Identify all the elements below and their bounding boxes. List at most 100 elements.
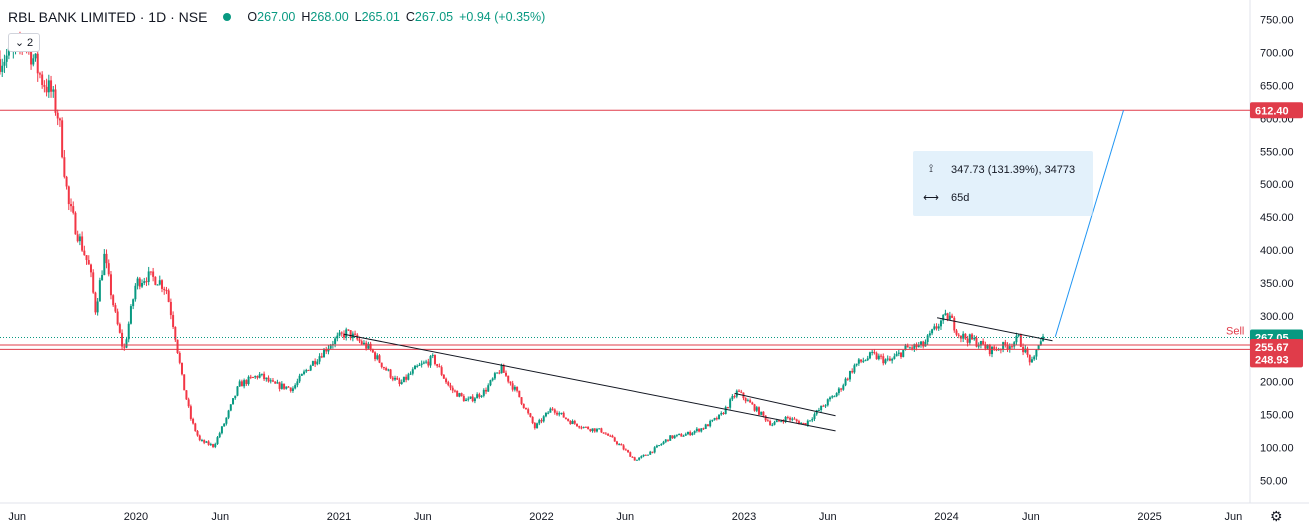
candle-body: [860, 359, 863, 362]
symbol-title[interactable]: RBL BANK LIMITED · 1D · NSE: [8, 9, 208, 25]
candle-body: [232, 398, 235, 405]
candle-body: [161, 280, 164, 289]
candle-body: [536, 423, 539, 429]
chevron-down-icon: ⌄: [14, 37, 25, 49]
candle-body: [367, 343, 370, 349]
candle-body: [405, 376, 408, 380]
candle-body: [374, 352, 377, 360]
candle-body: [50, 80, 53, 92]
candle-body: [43, 84, 46, 87]
candle-body: [680, 434, 683, 437]
candle-body: [682, 435, 685, 437]
y-tick-label: 350.00: [1260, 278, 1294, 290]
x-tick-label: 2020: [124, 511, 148, 523]
candle-body: [92, 272, 95, 293]
candle-body: [842, 385, 845, 390]
candle-body: [560, 412, 563, 414]
candle-body: [866, 358, 869, 361]
trendline: [734, 392, 836, 417]
candle-body: [729, 399, 732, 408]
market-status-dot: [223, 13, 232, 21]
candle-body: [913, 344, 916, 349]
candle-body: [744, 398, 747, 402]
candle-body: [518, 390, 521, 398]
x-tick-label: 2024: [934, 511, 958, 523]
candle-body: [371, 349, 374, 353]
candle-body: [41, 74, 44, 85]
candle-body: [1024, 348, 1027, 353]
candle-body: [504, 372, 507, 376]
candle-body: [584, 426, 587, 428]
y-tick-label: 750.00: [1260, 15, 1294, 27]
candle-body: [746, 400, 749, 402]
candle-body: [711, 419, 714, 421]
candle-body: [318, 356, 321, 362]
candle-body: [385, 368, 388, 371]
candle-body: [797, 421, 800, 424]
candle-body: [283, 383, 286, 389]
candle-body: [1010, 346, 1013, 348]
collapse-indicators-button[interactable]: ⌄ 2: [8, 33, 40, 52]
candle-body: [675, 434, 678, 436]
candle-body: [764, 415, 767, 421]
candle-body: [944, 313, 947, 315]
candle-body: [888, 358, 891, 361]
candle-body: [240, 381, 243, 387]
candle-body: [817, 410, 820, 412]
candle-body: [771, 424, 774, 426]
candle-body: [125, 339, 128, 348]
candle-body: [58, 118, 61, 121]
candle-body: [278, 382, 281, 389]
candle-body: [777, 420, 780, 422]
candle-body: [604, 433, 607, 435]
candle-body: [121, 332, 124, 347]
candle-body: [118, 324, 121, 333]
candle-body: [844, 378, 847, 386]
candle-body: [595, 429, 598, 432]
candle-body: [334, 338, 337, 345]
candle-body: [911, 347, 914, 349]
x-tick-label: Jun: [1224, 511, 1242, 523]
candle-body: [414, 365, 417, 370]
y-tick-label: 50.00: [1260, 475, 1288, 487]
candle-body: [538, 420, 541, 424]
candle-body: [984, 344, 987, 349]
candle-body: [276, 382, 279, 384]
low-label: L: [354, 10, 362, 24]
candle-body: [749, 400, 752, 403]
candle-body: [831, 396, 834, 398]
candle-body: [971, 334, 974, 340]
candle-body: [516, 386, 519, 391]
candle-body: [509, 381, 512, 384]
candle-body: [722, 413, 725, 415]
candle-body: [420, 363, 423, 365]
candle-body: [691, 433, 694, 435]
candle-body: [897, 352, 900, 354]
candle-body: [1037, 344, 1040, 350]
candle-body: [287, 386, 290, 388]
candle-body: [260, 373, 263, 375]
candle-body: [1035, 349, 1038, 357]
candle-body: [336, 335, 339, 339]
price-label-box: [1250, 102, 1303, 119]
x-tick-label: 2022: [529, 511, 553, 523]
candle-body: [189, 406, 192, 419]
candle-body: [141, 282, 144, 287]
candle-body: [951, 315, 954, 318]
candle-body: [968, 334, 971, 343]
candle-body: [893, 356, 896, 359]
candle-body: [733, 396, 736, 398]
candle-body: [61, 120, 64, 158]
candle-body: [773, 422, 776, 425]
y-tick-label: 700.00: [1260, 48, 1294, 60]
candle-body: [795, 419, 798, 422]
settings-gear-icon[interactable]: ⚙: [1270, 508, 1283, 524]
y-tick-label: 150.00: [1260, 409, 1294, 421]
x-tick-label: Jun: [819, 511, 837, 523]
candle-body: [618, 444, 621, 446]
candle-body: [416, 365, 419, 367]
candle-body: [627, 450, 630, 453]
candle-body: [323, 349, 326, 358]
candle-body: [456, 390, 459, 397]
